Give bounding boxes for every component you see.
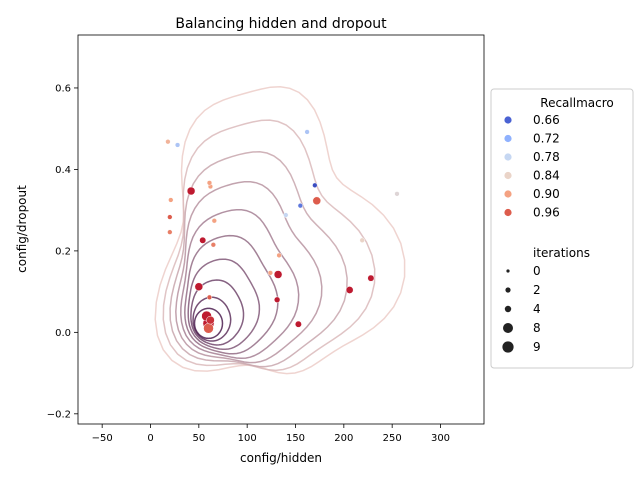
y-tick-label: 0.0 bbox=[55, 328, 71, 339]
x-tick-label: 300 bbox=[431, 433, 450, 444]
x-tick-label: 250 bbox=[383, 433, 402, 444]
scatter-point bbox=[165, 139, 171, 145]
x-tick-label: 100 bbox=[238, 433, 257, 444]
x-tick-label: −50 bbox=[92, 433, 113, 444]
scatter-point bbox=[297, 203, 303, 209]
scatter-point bbox=[211, 218, 217, 224]
kde-contours bbox=[154, 85, 406, 375]
x-axis-ticks: −50 0 50 100 150 200 250 300 bbox=[92, 424, 450, 444]
y-tick-label: 0.6 bbox=[55, 83, 71, 94]
legend-size-label: 9 bbox=[533, 340, 541, 354]
legend-hue-marker bbox=[504, 153, 512, 161]
kde-contour-line bbox=[180, 208, 300, 360]
scatter-point bbox=[312, 182, 318, 188]
legend-hue-label: 0.84 bbox=[533, 169, 560, 183]
y-tick-label: −0.2 bbox=[47, 409, 71, 420]
legend-hue-label: 0.90 bbox=[533, 187, 560, 201]
y-tick-label: 0.4 bbox=[55, 165, 71, 176]
kde-contour-line bbox=[162, 119, 376, 372]
scatter-point bbox=[194, 282, 204, 291]
kde-contour-line bbox=[187, 258, 261, 351]
legend-size-label: 8 bbox=[533, 321, 541, 335]
x-tick-label: 200 bbox=[334, 433, 353, 444]
legend-size-label: 4 bbox=[533, 302, 541, 316]
kde-contour-line bbox=[154, 85, 406, 375]
legend-size-marker bbox=[504, 305, 512, 313]
scatter-point bbox=[203, 323, 214, 334]
legend-hue-label: 0.96 bbox=[533, 206, 560, 220]
y-axis-ticks: −0.2 0.0 0.2 0.4 0.6 bbox=[47, 83, 78, 420]
kde-contour-line bbox=[175, 181, 323, 364]
scatter-point bbox=[273, 296, 281, 303]
y-tick-label: 0.2 bbox=[55, 246, 71, 257]
scatter-point bbox=[206, 294, 213, 300]
scatter-point bbox=[367, 274, 375, 282]
legend-size-title: iterations bbox=[533, 246, 590, 260]
scatter-point bbox=[359, 237, 365, 243]
chart-title: Balancing hidden and dropout bbox=[175, 16, 387, 32]
legend-hue-title: Recallmacro bbox=[540, 96, 613, 110]
legend-hue-label: 0.66 bbox=[533, 113, 560, 127]
scatter-point bbox=[206, 180, 213, 186]
scatter-point bbox=[283, 212, 289, 218]
scatter-point bbox=[345, 286, 354, 294]
x-axis-label: config/hidden bbox=[240, 451, 322, 465]
x-tick-label: 0 bbox=[147, 433, 153, 444]
legend-hue-label: 0.78 bbox=[533, 150, 560, 164]
scatter-point bbox=[312, 196, 322, 206]
x-tick-label: 150 bbox=[286, 433, 305, 444]
scatter-point bbox=[167, 214, 173, 220]
scatter-point bbox=[294, 320, 302, 328]
kde-contour-line bbox=[192, 296, 232, 342]
legend-size-marker bbox=[503, 323, 513, 333]
scatter-point bbox=[199, 236, 207, 244]
kde-contour-line bbox=[184, 234, 279, 355]
legend-hue-entries: 0.66 0.72 0.78 0.84 0.90 0.96 bbox=[504, 113, 560, 220]
legend-hue-marker bbox=[504, 134, 512, 143]
legend-size-label: 0 bbox=[533, 264, 541, 278]
legend-hue-marker bbox=[504, 190, 512, 198]
legend-hue-marker bbox=[504, 171, 512, 180]
scatter-point bbox=[206, 315, 215, 325]
legend-size-marker bbox=[506, 269, 510, 273]
scatter-point bbox=[167, 229, 173, 235]
kde-contour-line bbox=[169, 151, 348, 368]
legend-size-entries: 0 2 4 8 9 bbox=[502, 264, 541, 354]
scatter-point bbox=[186, 186, 196, 196]
legend-size-marker bbox=[502, 341, 514, 353]
scatter-point bbox=[394, 191, 400, 197]
legend-box bbox=[490, 88, 634, 369]
plot-frame bbox=[77, 34, 485, 425]
legend-hue-marker bbox=[504, 116, 512, 124]
scatter-point bbox=[304, 129, 310, 135]
scatter-point bbox=[210, 242, 216, 248]
legend: Recallmacro 0.66 0.72 0.78 0.84 0.90 0.96 ite… bbox=[490, 88, 634, 369]
y-axis-label: config/dropout bbox=[15, 185, 29, 273]
legend-size-label: 2 bbox=[533, 283, 541, 297]
kde-contour-line bbox=[190, 279, 245, 346]
scatter-point bbox=[267, 270, 274, 276]
scatter-point bbox=[276, 252, 282, 259]
legend-size-marker bbox=[505, 287, 511, 293]
kde-contour-line bbox=[193, 307, 224, 340]
scatter-point bbox=[273, 270, 283, 279]
scatter-point bbox=[174, 142, 181, 148]
scatter-points bbox=[165, 129, 400, 334]
scatter-point bbox=[168, 197, 174, 203]
x-tick-label: 50 bbox=[192, 433, 205, 444]
legend-hue-label: 0.72 bbox=[533, 132, 560, 146]
legend-hue-marker bbox=[504, 208, 512, 217]
